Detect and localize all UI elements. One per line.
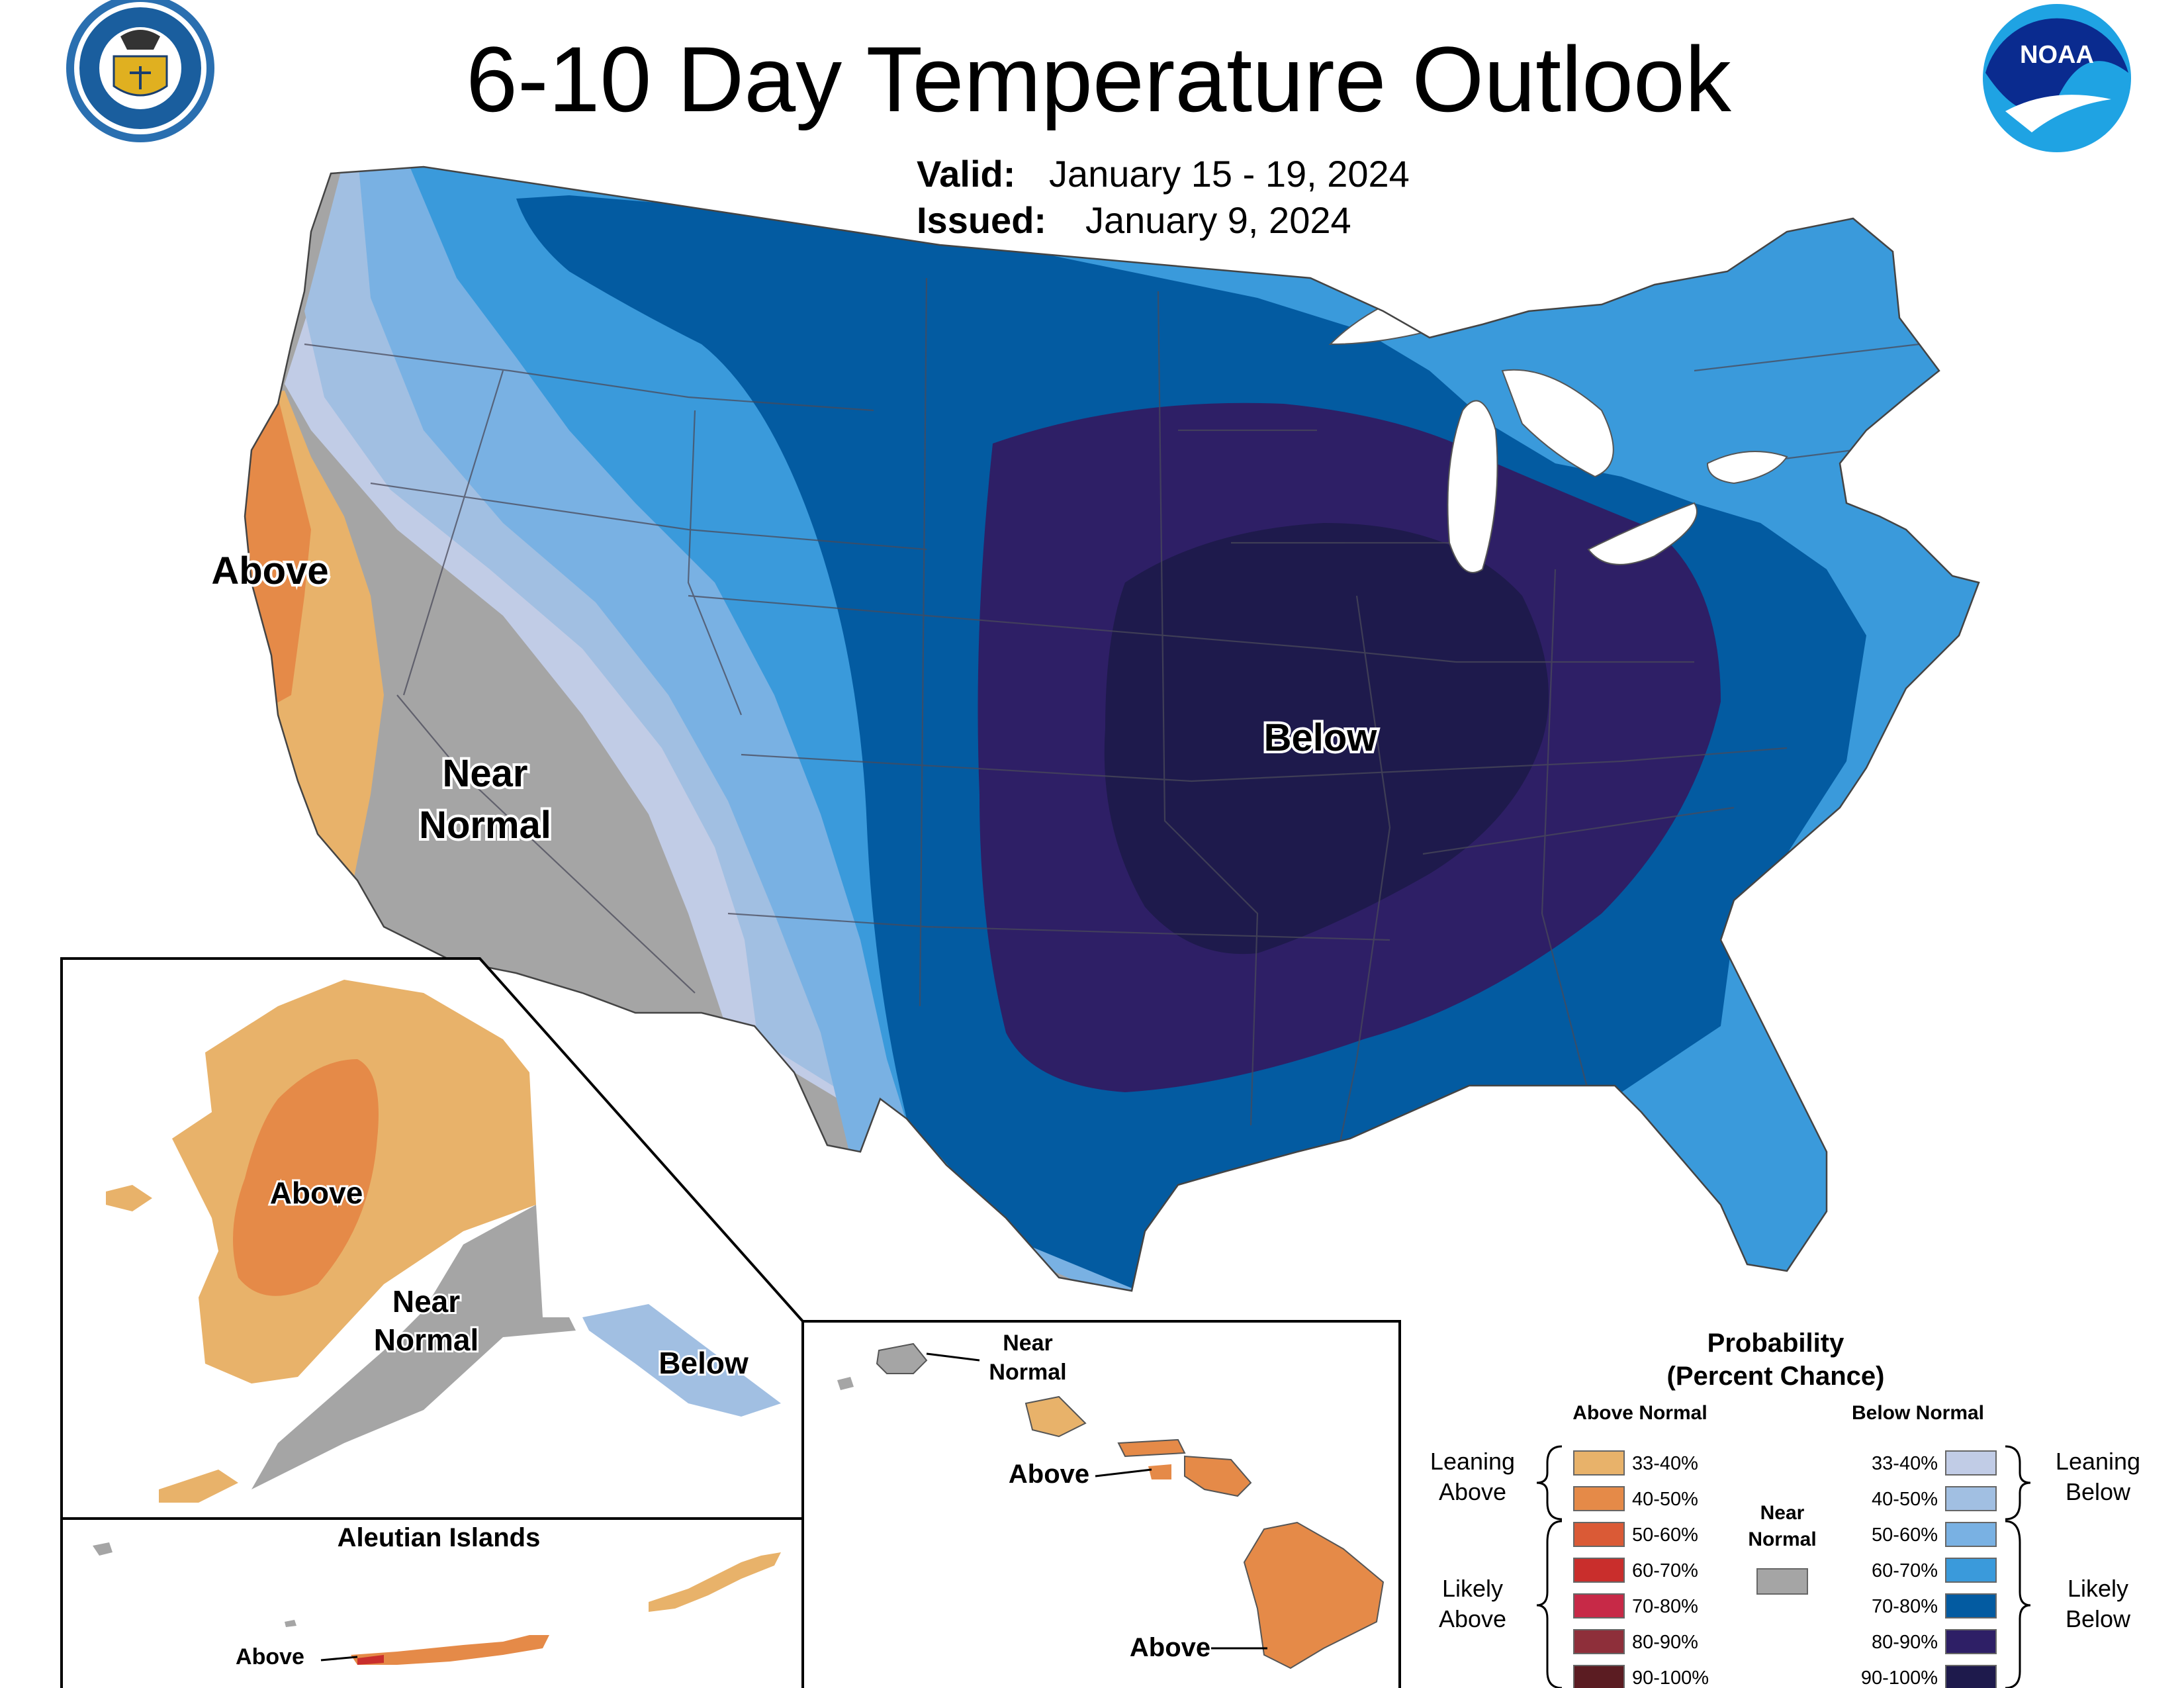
- legend-brace-likely-below: [2005, 1520, 2031, 1688]
- legend-leaning-above-line1: Leaning: [1430, 1448, 1515, 1475]
- legend-near-normal-line1: Near: [1760, 1502, 1805, 1524]
- legend-below-swatch-2: [1945, 1486, 1997, 1511]
- legend-brace-likely-above: [1536, 1520, 1563, 1688]
- conus-near-normal-label-line1: Near: [443, 752, 528, 795]
- legend-below-swatches: 33-40% 40-50% 50-60% 60-70% 70-80% 80-90% 90-1…: [1861, 1450, 1997, 1688]
- legend-above-swatch-6: [1573, 1629, 1625, 1654]
- legend-below-heading: Below Normal: [1852, 1402, 1984, 1424]
- legend-heading-line1: Probability: [1707, 1329, 1844, 1358]
- legend-brace-leaning-below: [2005, 1445, 2031, 1521]
- legend-above-label-6: 80-90%: [1632, 1632, 1698, 1653]
- legend-above-label-5: 70-80%: [1632, 1596, 1698, 1617]
- legend-leaning-below-line2: Below: [2066, 1478, 2131, 1505]
- legend-above-heading: Above Normal: [1572, 1402, 1707, 1424]
- noaa-logo: NOAA: [1983, 4, 2131, 152]
- legend-below-swatch-3: [1945, 1522, 1997, 1547]
- alaska-above-label: Above: [270, 1176, 363, 1210]
- legend-above-swatch-2: [1573, 1486, 1625, 1511]
- legend-above-label-3: 50-60%: [1632, 1524, 1698, 1546]
- alaska-below: [582, 1304, 781, 1417]
- legend-above-label-1: 33-40%: [1632, 1453, 1698, 1474]
- legend-below-label-6: 80-90%: [1872, 1632, 1938, 1653]
- legend-heading-line2: (Percent Chance): [1667, 1362, 1885, 1391]
- valid-value: January 15 - 19, 2024: [1049, 153, 1410, 195]
- issued-value: January 9, 2024: [1085, 199, 1351, 241]
- legend-above-swatch-4: [1573, 1558, 1625, 1583]
- conus-below-90-100: [1104, 523, 1549, 955]
- conus-outline: [244, 165, 1980, 1292]
- alaska-inset: [60, 957, 804, 1520]
- legend-above-swatch-5: [1573, 1593, 1625, 1618]
- legend-likely-above-line1: Likely: [1442, 1575, 1503, 1602]
- alaska-below-label: Below: [659, 1346, 749, 1380]
- legend-below-label-7: 90-100%: [1861, 1667, 1938, 1688]
- state-boundaries: [304, 277, 1920, 1159]
- hawaii-inset: [801, 1320, 1401, 1688]
- hawaii-niihau: [837, 1377, 854, 1390]
- valid-label: Valid:: [917, 153, 1015, 195]
- hawaii-above-label-2: Above: [1130, 1633, 1210, 1662]
- legend-below-label-1: 33-40%: [1872, 1453, 1938, 1474]
- department-of-commerce-seal: [66, 0, 214, 142]
- hawaii-above-label-1: Above: [1009, 1460, 1089, 1489]
- hawaii-lanai: [1148, 1464, 1171, 1479]
- legend-below-swatch-5: [1945, 1593, 1997, 1618]
- legend-above-label-2: 40-50%: [1632, 1489, 1698, 1510]
- legend-below-swatch-7: [1945, 1665, 1997, 1688]
- page-title: 6-10 Day Temperature Outlook: [466, 27, 1732, 131]
- conus-near-normal-label-line2: Normal: [419, 804, 551, 847]
- issued-label: Issued:: [917, 199, 1046, 241]
- legend-leaning-above-line2: Above: [1439, 1478, 1506, 1505]
- alaska-near-normal: [251, 1205, 576, 1489]
- legend-above-swatch-3: [1573, 1522, 1625, 1547]
- legend-above-swatches: 33-40% 40-50% 50-60% 60-70% 70-80% 80-90% 90-1…: [1573, 1450, 1709, 1688]
- legend-above-swatch-1: [1573, 1450, 1625, 1476]
- legend-below-label-3: 50-60%: [1872, 1524, 1938, 1546]
- legend-below-label-4: 60-70%: [1872, 1560, 1938, 1581]
- legend-below-swatch-1: [1945, 1450, 1997, 1476]
- conus-below-label: Below: [1264, 716, 1378, 759]
- hawaii-kauai: [876, 1342, 928, 1374]
- noaa-logo-text: NOAA: [2020, 41, 2094, 69]
- legend-likely-above-line2: Above: [1439, 1605, 1506, 1632]
- hawaii-oahu: [1024, 1395, 1087, 1438]
- hawaii-near-normal-label-line1: Near: [1003, 1331, 1053, 1356]
- aleutian-inset: [60, 1517, 804, 1688]
- aleutian-title: Aleutian Islands: [338, 1523, 541, 1552]
- legend-near-normal-swatch: [1756, 1568, 1808, 1595]
- hawaii-near-normal-label-line2: Normal: [989, 1360, 1066, 1385]
- alaska-above-40-50: [233, 1059, 379, 1296]
- legend: Probability (Percent Chance) Above Norma…: [1430, 1329, 2140, 1688]
- legend-below-label-2: 40-50%: [1872, 1489, 1938, 1510]
- legend-below-label-5: 70-80%: [1872, 1596, 1938, 1617]
- legend-near-normal-line2: Normal: [1748, 1528, 1816, 1550]
- alaska-near-normal-label-line1: Near: [392, 1284, 460, 1319]
- hawaii-maui: [1184, 1455, 1252, 1497]
- legend-likely-below-line2: Below: [2066, 1605, 2131, 1632]
- alaska-near-normal-label-line2: Normal: [374, 1323, 478, 1357]
- legend-below-swatch-6: [1945, 1629, 1997, 1654]
- legend-above-label-7: 90-100%: [1632, 1667, 1709, 1688]
- legend-leaning-below-line1: Leaning: [2056, 1448, 2140, 1475]
- legend-likely-below-line1: Likely: [2068, 1575, 2128, 1602]
- legend-above-label-4: 60-70%: [1632, 1560, 1698, 1581]
- conus-above-label: Above: [211, 549, 328, 592]
- legend-below-swatch-4: [1945, 1558, 1997, 1583]
- legend-above-swatch-7: [1573, 1665, 1625, 1688]
- aleutian-above-label: Above: [236, 1644, 304, 1669]
- legend-brace-leaning-above: [1536, 1445, 1563, 1521]
- hawaii-big-island: [1243, 1521, 1385, 1669]
- hawaii-molokai: [1117, 1438, 1186, 1458]
